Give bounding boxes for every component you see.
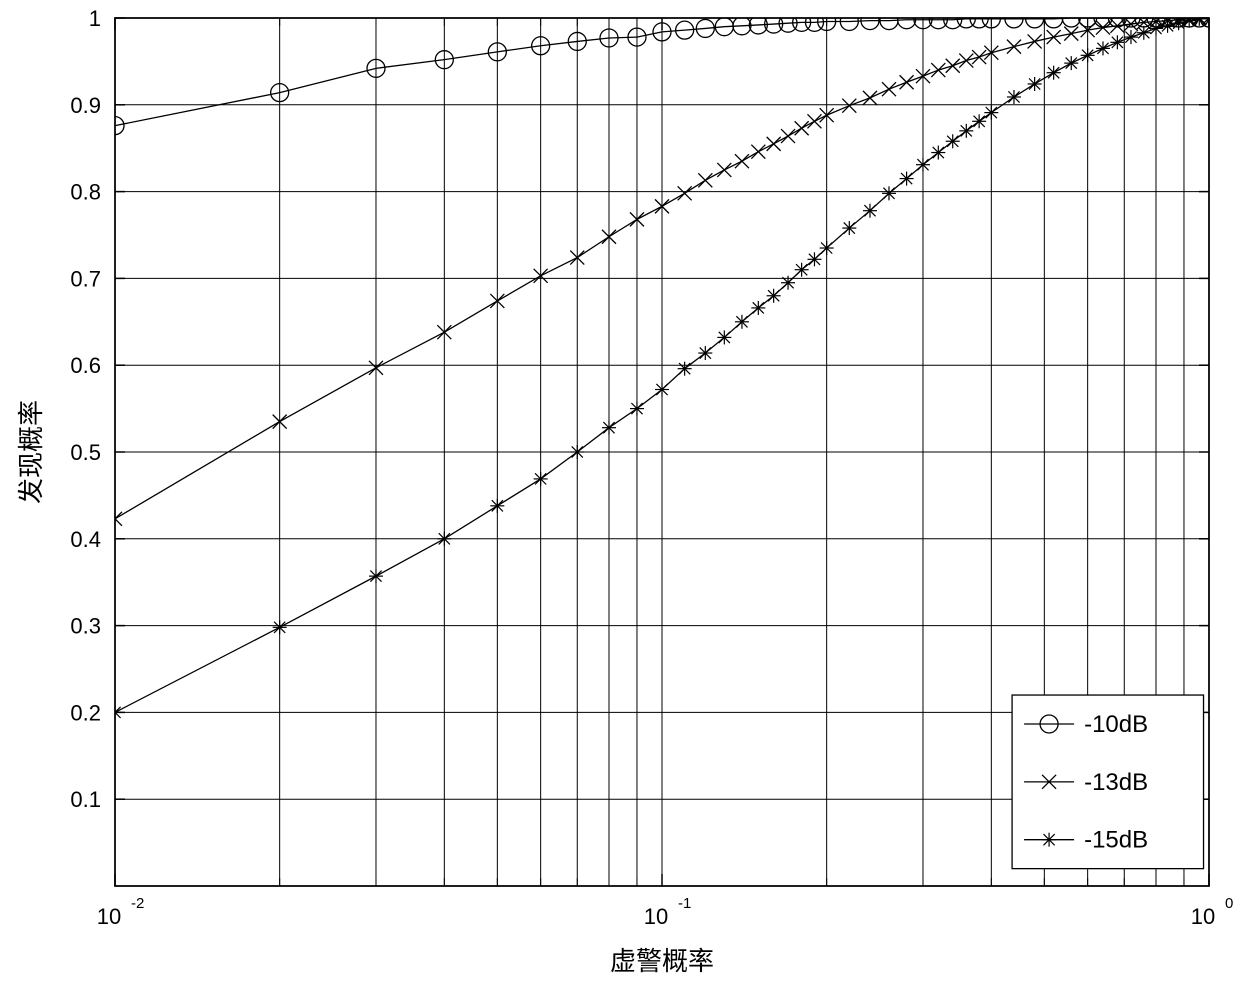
legend-label-2: -15dB: [1084, 827, 1148, 854]
svg-text:10: 10: [97, 904, 121, 929]
svg-text:-2: -2: [131, 895, 144, 912]
legend-label-1: -13dB: [1084, 769, 1148, 796]
legend-label-0: -10dB: [1084, 711, 1148, 738]
svg-text:0.1: 0.1: [70, 787, 101, 812]
svg-text:0.4: 0.4: [70, 527, 101, 552]
svg-text:0.3: 0.3: [70, 614, 101, 639]
chart-svg: 10 -2 10 -1 10 0 0.1 0.2 0.3 0.4 0.5 0.6 0.7 0.8 0.9 1 虚…: [0, 0, 1239, 984]
roc-chart: 10 -2 10 -1 10 0 0.1 0.2 0.3 0.4 0.5 0.6 0.7 0.8 0.9 1 虚…: [0, 0, 1239, 984]
y-axis-label: 发现概率: [16, 400, 46, 504]
x-axis-label: 虚警概率: [610, 946, 714, 976]
svg-text:0.5: 0.5: [70, 440, 101, 465]
svg-text:0.6: 0.6: [70, 353, 101, 378]
svg-text:0.8: 0.8: [70, 180, 101, 205]
svg-text:0.2: 0.2: [70, 700, 101, 725]
svg-text:1: 1: [89, 6, 101, 31]
svg-text:0.9: 0.9: [70, 93, 101, 118]
svg-text:0: 0: [1225, 895, 1233, 912]
legend: -10dB -13dB -15dB: [1012, 695, 1203, 869]
svg-text:10: 10: [1191, 904, 1215, 929]
svg-text:0.7: 0.7: [70, 266, 101, 291]
svg-text:10: 10: [644, 904, 668, 929]
svg-text:-1: -1: [678, 895, 691, 912]
